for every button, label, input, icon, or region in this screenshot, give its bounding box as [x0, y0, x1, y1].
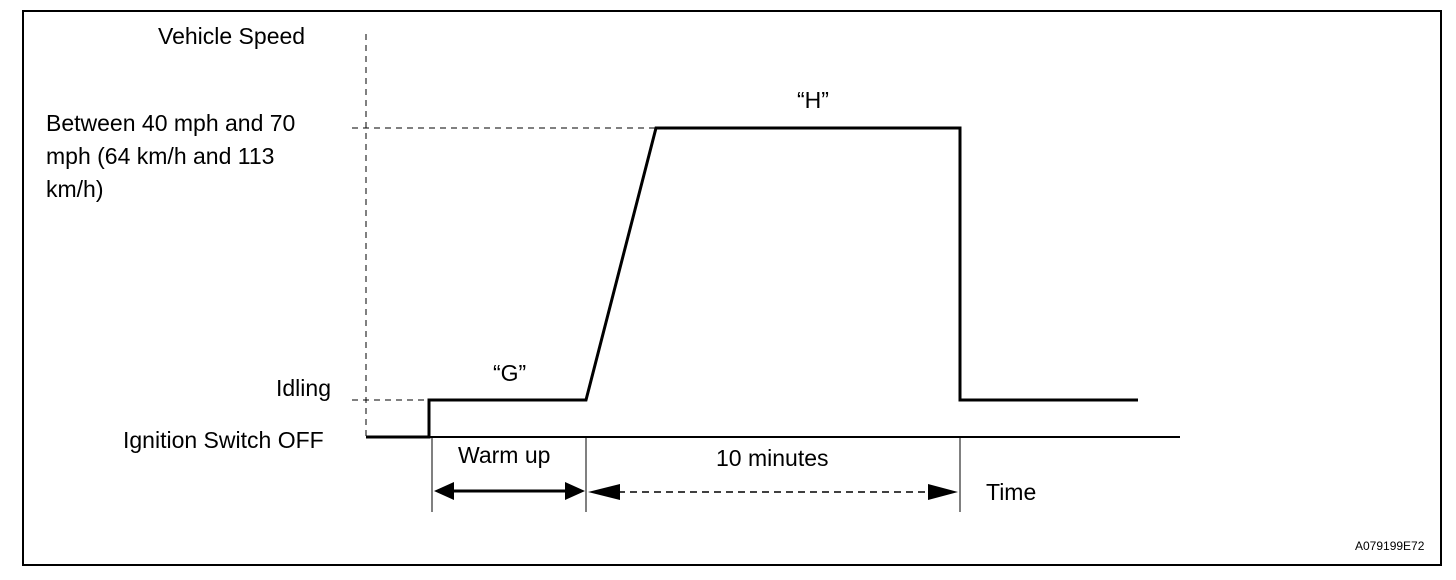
- ten-minutes-arrowhead-left: [588, 484, 620, 500]
- warmup-arrowhead-left: [434, 482, 454, 500]
- x-axis-title: Time: [986, 479, 1037, 505]
- warm-up-label: Warm up: [458, 442, 551, 468]
- phase-h-label: “H”: [797, 87, 829, 113]
- ignition-off-label: Ignition Switch OFF: [123, 427, 324, 453]
- ten-minutes-arrowhead-right: [928, 484, 958, 500]
- warmup-arrowhead-right: [565, 482, 585, 500]
- ten-minutes-label: 10 minutes: [716, 445, 829, 471]
- speed-profile-line: [366, 126, 1138, 439]
- diagram-frame: [22, 10, 1442, 566]
- figure-code: A079199E72: [1355, 539, 1425, 553]
- y-axis-title: Vehicle Speed: [158, 23, 306, 49]
- phase-g-label: “G”: [493, 360, 527, 386]
- target-speed-label: Between 40 mph and 70 mph (64 km/h and 1…: [46, 110, 296, 202]
- idling-label: Idling: [276, 375, 331, 401]
